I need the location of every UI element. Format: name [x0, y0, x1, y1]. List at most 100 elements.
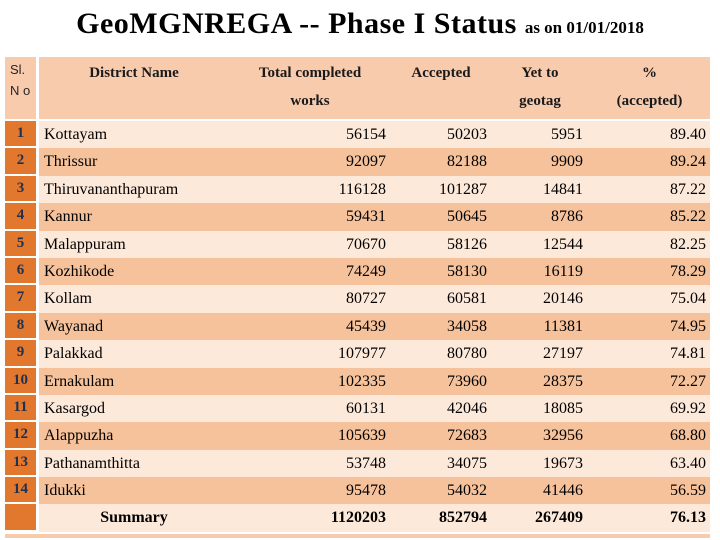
accepted-value: 34075 — [391, 449, 491, 478]
percent-accepted-value: 82.25 — [589, 230, 710, 258]
district-name: Kottayam — [39, 121, 229, 149]
accepted-value: 73960 — [391, 367, 491, 395]
total-works-value: 56154 — [229, 121, 391, 149]
table-row: 7 Kollam 80727 60581 20146 75.04 — [5, 285, 710, 313]
table-row: 12 Alappuzha 105639 72683 32956 68.80 — [5, 422, 710, 450]
header-percent-accepted: % (accepted) — [589, 57, 710, 119]
percent-accepted-value: 85.22 — [589, 203, 710, 231]
accepted-value: 58126 — [391, 230, 491, 258]
yet-to-geotag-value: 9909 — [491, 148, 589, 176]
district-name: Wayanad — [39, 312, 229, 341]
header-district-name: District Name — [39, 57, 229, 119]
accepted-value: 50645 — [391, 203, 491, 231]
percent-accepted-value: 87.22 — [589, 175, 710, 204]
yet-to-geotag-value: 14841 — [491, 175, 589, 204]
yet-to-geotag-value: 20146 — [491, 285, 589, 313]
total-works-value: 70670 — [229, 230, 391, 258]
header-total-completed-works: Total completed works — [229, 57, 391, 119]
table-header-row: Sl. N o District Name Total completed wo… — [5, 57, 710, 121]
percent-accepted-value: 69.92 — [589, 394, 710, 423]
district-name: Kannur — [39, 203, 229, 231]
district-name: Idukki — [39, 477, 229, 505]
summary-percent-accepted: 76.13 — [589, 504, 710, 533]
row-number: 2 — [5, 148, 39, 176]
accepted-value: 80780 — [391, 340, 491, 368]
accepted-value: 60581 — [391, 285, 491, 313]
slide-title: GeoMGNREGA -- Phase I Status as on 01/01/… — [0, 0, 720, 41]
header-sl-no: Sl. N o — [5, 57, 39, 119]
percent-accepted-value: 89.40 — [589, 121, 710, 149]
row-number: 3 — [5, 175, 39, 204]
row-number: 13 — [5, 449, 39, 478]
table-row: 6 Kozhikode 74249 58130 16119 78.29 — [5, 257, 710, 286]
table-row: 9 Palakkad 107977 80780 27197 74.81 — [5, 340, 710, 368]
table-body: 1 Kottayam 56154 50203 5951 89.40 2 Thri… — [5, 121, 710, 505]
percent-accepted-value: 75.04 — [589, 285, 710, 313]
district-name: Kollam — [39, 285, 229, 313]
row-number: 14 — [5, 477, 39, 505]
yet-to-geotag-value: 16119 — [491, 257, 589, 286]
yet-to-geotag-value: 28375 — [491, 367, 589, 395]
table-row: 8 Wayanad 45439 34058 11381 74.95 — [5, 312, 710, 341]
yet-to-geotag-value: 5951 — [491, 121, 589, 149]
accepted-value: 101287 — [391, 175, 491, 204]
total-works-value: 74249 — [229, 257, 391, 286]
total-works-value: 102335 — [229, 367, 391, 395]
row-number: 12 — [5, 422, 39, 450]
row-number: 10 — [5, 367, 39, 395]
percent-accepted-value: 56.59 — [589, 477, 710, 505]
table-row: 11 Kasargod 60131 42046 18085 69.92 — [5, 394, 710, 423]
summary-label: Summary — [39, 504, 229, 533]
yet-to-geotag-value: 18085 — [491, 394, 589, 423]
row-number: 11 — [5, 394, 39, 423]
slide-title-date: as on 01/01/2018 — [524, 18, 644, 37]
district-name: Pathanamthitta — [39, 449, 229, 478]
accepted-value: 54032 — [391, 477, 491, 505]
percent-accepted-value: 63.40 — [589, 449, 710, 478]
percent-accepted-value: 74.95 — [589, 312, 710, 341]
header-accepted: Accepted — [391, 57, 491, 119]
total-works-value: 95478 — [229, 477, 391, 505]
total-works-value: 80727 — [229, 285, 391, 313]
district-name: Ernakulam — [39, 367, 229, 395]
district-name: Thiruvananthapuram — [39, 175, 229, 204]
total-works-value: 59431 — [229, 203, 391, 231]
status-table: Sl. N o District Name Total completed wo… — [5, 57, 710, 539]
total-works-value: 45439 — [229, 312, 391, 341]
percent-accepted-value: 74.81 — [589, 340, 710, 368]
yet-to-geotag-value: 12544 — [491, 230, 589, 258]
district-name: Malappuram — [39, 230, 229, 258]
accepted-value: 34058 — [391, 312, 491, 341]
percent-accepted-value: 78.29 — [589, 257, 710, 286]
table-row: 13 Pathanamthitta 53748 34075 19673 63.4… — [5, 449, 710, 478]
row-number: 4 — [5, 203, 39, 231]
percent-accepted-value: 72.27 — [589, 367, 710, 395]
district-name: Alappuzha — [39, 422, 229, 450]
accepted-value: 42046 — [391, 394, 491, 423]
row-number: 7 — [5, 285, 39, 313]
yet-to-geotag-value: 27197 — [491, 340, 589, 368]
accepted-value: 72683 — [391, 422, 491, 450]
table-row: 1 Kottayam 56154 50203 5951 89.40 — [5, 121, 710, 149]
percent-accepted-value: 89.24 — [589, 148, 710, 176]
percent-accepted-value: 68.80 — [589, 422, 710, 450]
accepted-value: 58130 — [391, 257, 491, 286]
table-row: 2 Thrissur 92097 82188 9909 89.24 — [5, 148, 710, 176]
row-number: 9 — [5, 340, 39, 368]
summary-accepted: 852794 — [391, 504, 491, 533]
row-number: 5 — [5, 230, 39, 258]
yet-to-geotag-value: 41446 — [491, 477, 589, 505]
district-name: Kozhikode — [39, 257, 229, 286]
header-yet-to-geotag: Yet to geotag — [491, 57, 589, 119]
summary-row: Summary 1120203 852794 267409 76.13 — [5, 504, 710, 533]
district-name: Kasargod — [39, 394, 229, 423]
yet-to-geotag-value: 32956 — [491, 422, 589, 450]
table-bottom-border — [5, 534, 710, 539]
district-name: Palakkad — [39, 340, 229, 368]
table-row: 3 Thiruvananthapuram 116128 101287 14841… — [5, 175, 710, 204]
total-works-value: 92097 — [229, 148, 391, 176]
yet-to-geotag-value: 11381 — [491, 312, 589, 341]
row-number: 8 — [5, 312, 39, 341]
district-name: Thrissur — [39, 148, 229, 176]
